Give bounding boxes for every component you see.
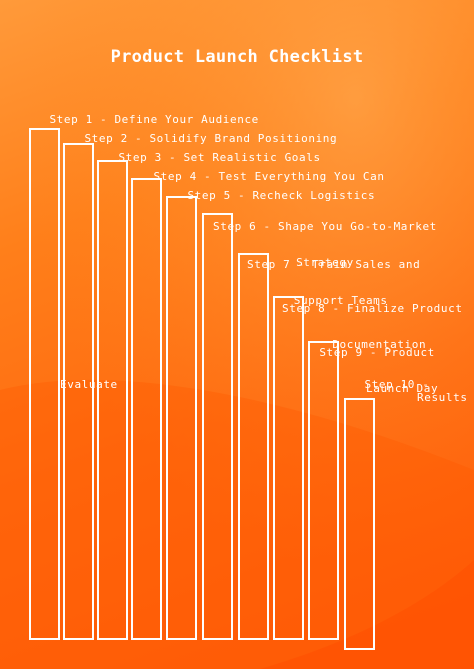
page-title: Product Launch Checklist (110, 47, 364, 67)
step-8-text-line2: Documentation (332, 338, 427, 351)
step-5-bar (166, 196, 197, 640)
step-6-label: Step 6 - Shape You Go-to-Market Strategy (213, 197, 437, 281)
results-text: Results (417, 391, 468, 404)
step-4-text: Step 4 - Test Everything You Can (153, 170, 385, 183)
step-8-bar (273, 296, 304, 640)
step-3-bar (97, 160, 128, 640)
step-4-bar (131, 178, 162, 640)
step-10-text: Step 10 - (364, 378, 430, 391)
step-5-text: Step 5 - Recheck Logistics (187, 189, 376, 202)
step-3-label: Step 3 - Set Realistic Goals (104, 140, 321, 164)
step-7-label: Step 7 - Train Sales and Support Teams (247, 235, 420, 319)
step-6-text-line2: Strategy (296, 256, 354, 269)
step-9-bar (308, 341, 339, 640)
step-1-bar (29, 128, 60, 640)
step-6-bar (202, 213, 233, 640)
step-9-text-line2: Launch Day (366, 382, 439, 395)
step-5-label: Step 5 - Recheck Logistics (173, 178, 375, 202)
step-7-text-line2: Support Teams (293, 294, 388, 307)
step-7-text: Step 7 - Train Sales and (247, 258, 421, 271)
step-2-text: Step 2 - Solidify Brand Positioning (84, 132, 338, 145)
step-9-text: Step 9 - Product (319, 346, 435, 359)
step-7-bar (238, 253, 269, 640)
step-10-bar (344, 398, 375, 650)
evaluate-text: Evaluate (60, 378, 118, 391)
step-6-text: Step 6 - Shape You Go-to-Market (213, 220, 437, 233)
step-1-text: Step 1 - Define Your Audience (49, 113, 259, 126)
step-9-label: Step 9 - Product Launch Day (316, 323, 438, 407)
step-3-text: Step 3 - Set Realistic Goals (118, 151, 321, 164)
step-8-label: Step 8 - Finalize Product Documentation (282, 279, 463, 363)
step-4-label: Step 4 - Test Everything You Can (139, 159, 385, 183)
step-8-text: Step 8 - Finalize Product (282, 302, 463, 315)
step-2-bar (63, 143, 94, 640)
step-1-label: Step 1 - Define Your Audience (35, 102, 259, 126)
step-10-label: Step 10 - (350, 367, 429, 391)
step-2-label: Step 2 - Solidify Brand Positioning (70, 121, 337, 145)
